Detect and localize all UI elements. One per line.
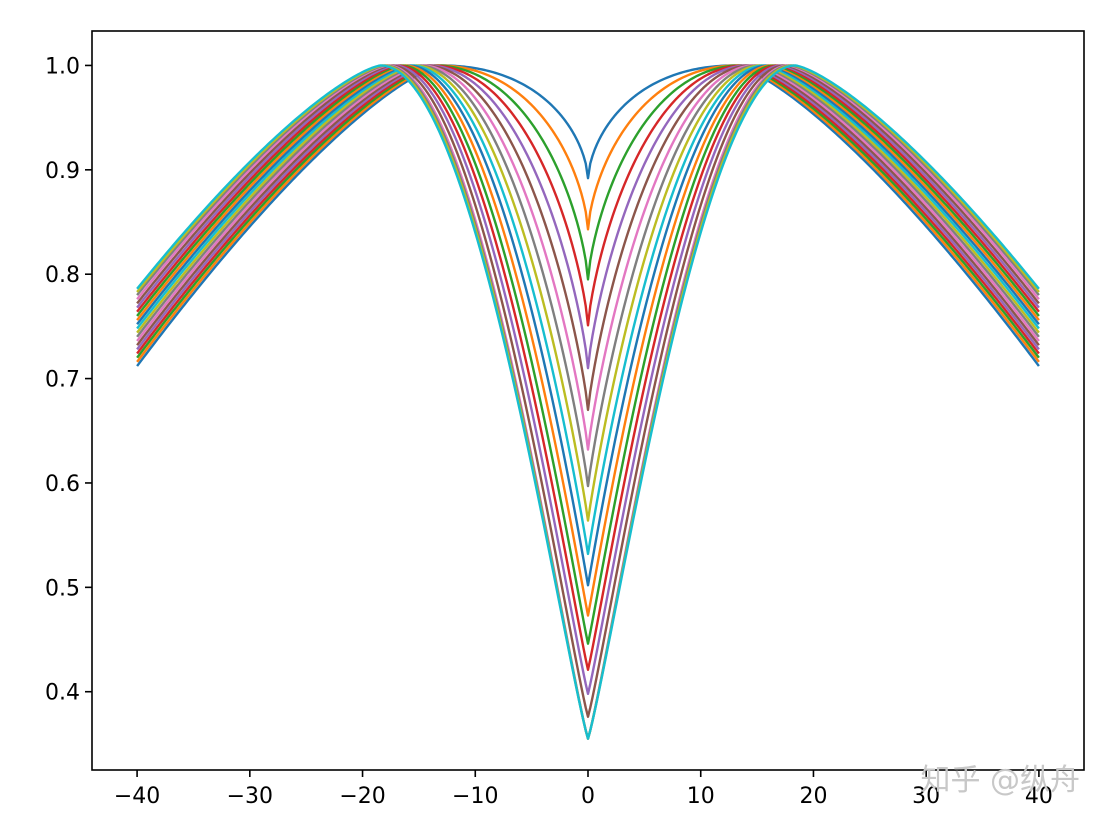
series-line [136,64,1040,355]
series-line [136,64,1040,740]
series-line [136,64,1040,556]
series-line [136,64,1040,617]
x-tick-label: −40 [114,784,160,809]
x-axis: −40 −30 −20 −10 0 10 20 30 40 [114,770,1053,809]
watermark: 知乎 @纵舟 [920,763,1080,798]
series-line [136,64,1040,451]
x-tick-label: 0 [581,784,595,809]
series-line [136,64,1040,522]
series-line [136,64,1040,367]
x-tick-label: −20 [339,784,385,809]
y-tick-label: 0.8 [45,263,80,288]
series-line [136,64,1040,359]
y-tick-label: 0.7 [45,368,80,393]
series-line [136,64,1040,587]
y-tick-label: 0.5 [45,576,80,601]
series-layer [136,64,1040,740]
series-line [136,64,1040,695]
x-tick-label: 10 [687,784,715,809]
series-line [136,64,1040,363]
x-tick-label: 30 [912,784,940,809]
x-tick-label: 20 [799,784,827,809]
series-line [136,64,1040,645]
x-tick-label: 40 [1025,784,1053,809]
x-tick-label: −30 [227,784,273,809]
y-tick-label: 0.4 [45,681,80,706]
series-line [136,64,1040,671]
series-line [136,64,1040,718]
series-line [136,64,1040,412]
y-axis: 0.4 0.5 0.6 0.7 0.8 0.9 1.0 [45,54,92,706]
x-tick-label: −10 [452,784,498,809]
y-tick-label: 1.0 [45,54,80,79]
series-line [136,64,1040,370]
series-line [136,64,1040,488]
y-tick-label: 0.6 [45,472,80,497]
y-tick-label: 0.9 [45,159,80,184]
